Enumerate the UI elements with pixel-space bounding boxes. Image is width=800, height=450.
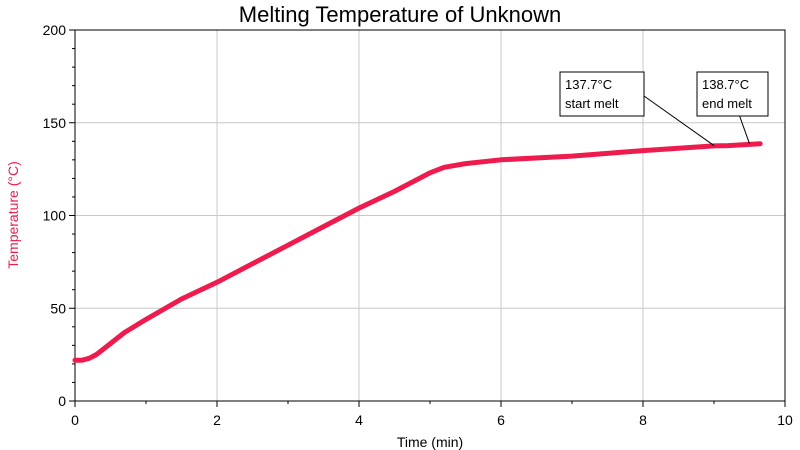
series-group [72,141,763,363]
x-axis-label: Time (min) [397,434,463,450]
callout-box [559,71,645,117]
y-tick-label: 0 [58,393,66,409]
x-tick-label: 8 [639,412,647,428]
y-tick-label: 100 [43,208,67,224]
x-tick-label: 0 [71,412,79,428]
callout-box [696,71,769,117]
temperature-series-line [72,141,763,363]
chart-title: Melting Temperature of Unknown [239,2,561,27]
gridlines [75,30,785,401]
x-tick-label: 2 [213,412,221,428]
callout-leader-line [739,115,750,144]
y-axis-label: Temperature (°C) [5,161,21,269]
y-tick-label: 150 [43,115,67,131]
callout-leader-line [643,95,715,146]
callout-value: 137.7°C [565,77,612,92]
x-tick-label: 10 [777,412,793,428]
callout-label: end melt [702,96,752,111]
x-tick-label: 6 [497,412,505,428]
y-tick-label: 50 [50,300,66,316]
callout-value: 138.7°C [702,77,749,92]
y-tick-label: 200 [43,22,67,38]
x-tick-label: 4 [355,412,363,428]
callout-label: start melt [565,96,619,111]
callouts: 137.7°C start melt 138.7°C end melt [559,71,769,146]
